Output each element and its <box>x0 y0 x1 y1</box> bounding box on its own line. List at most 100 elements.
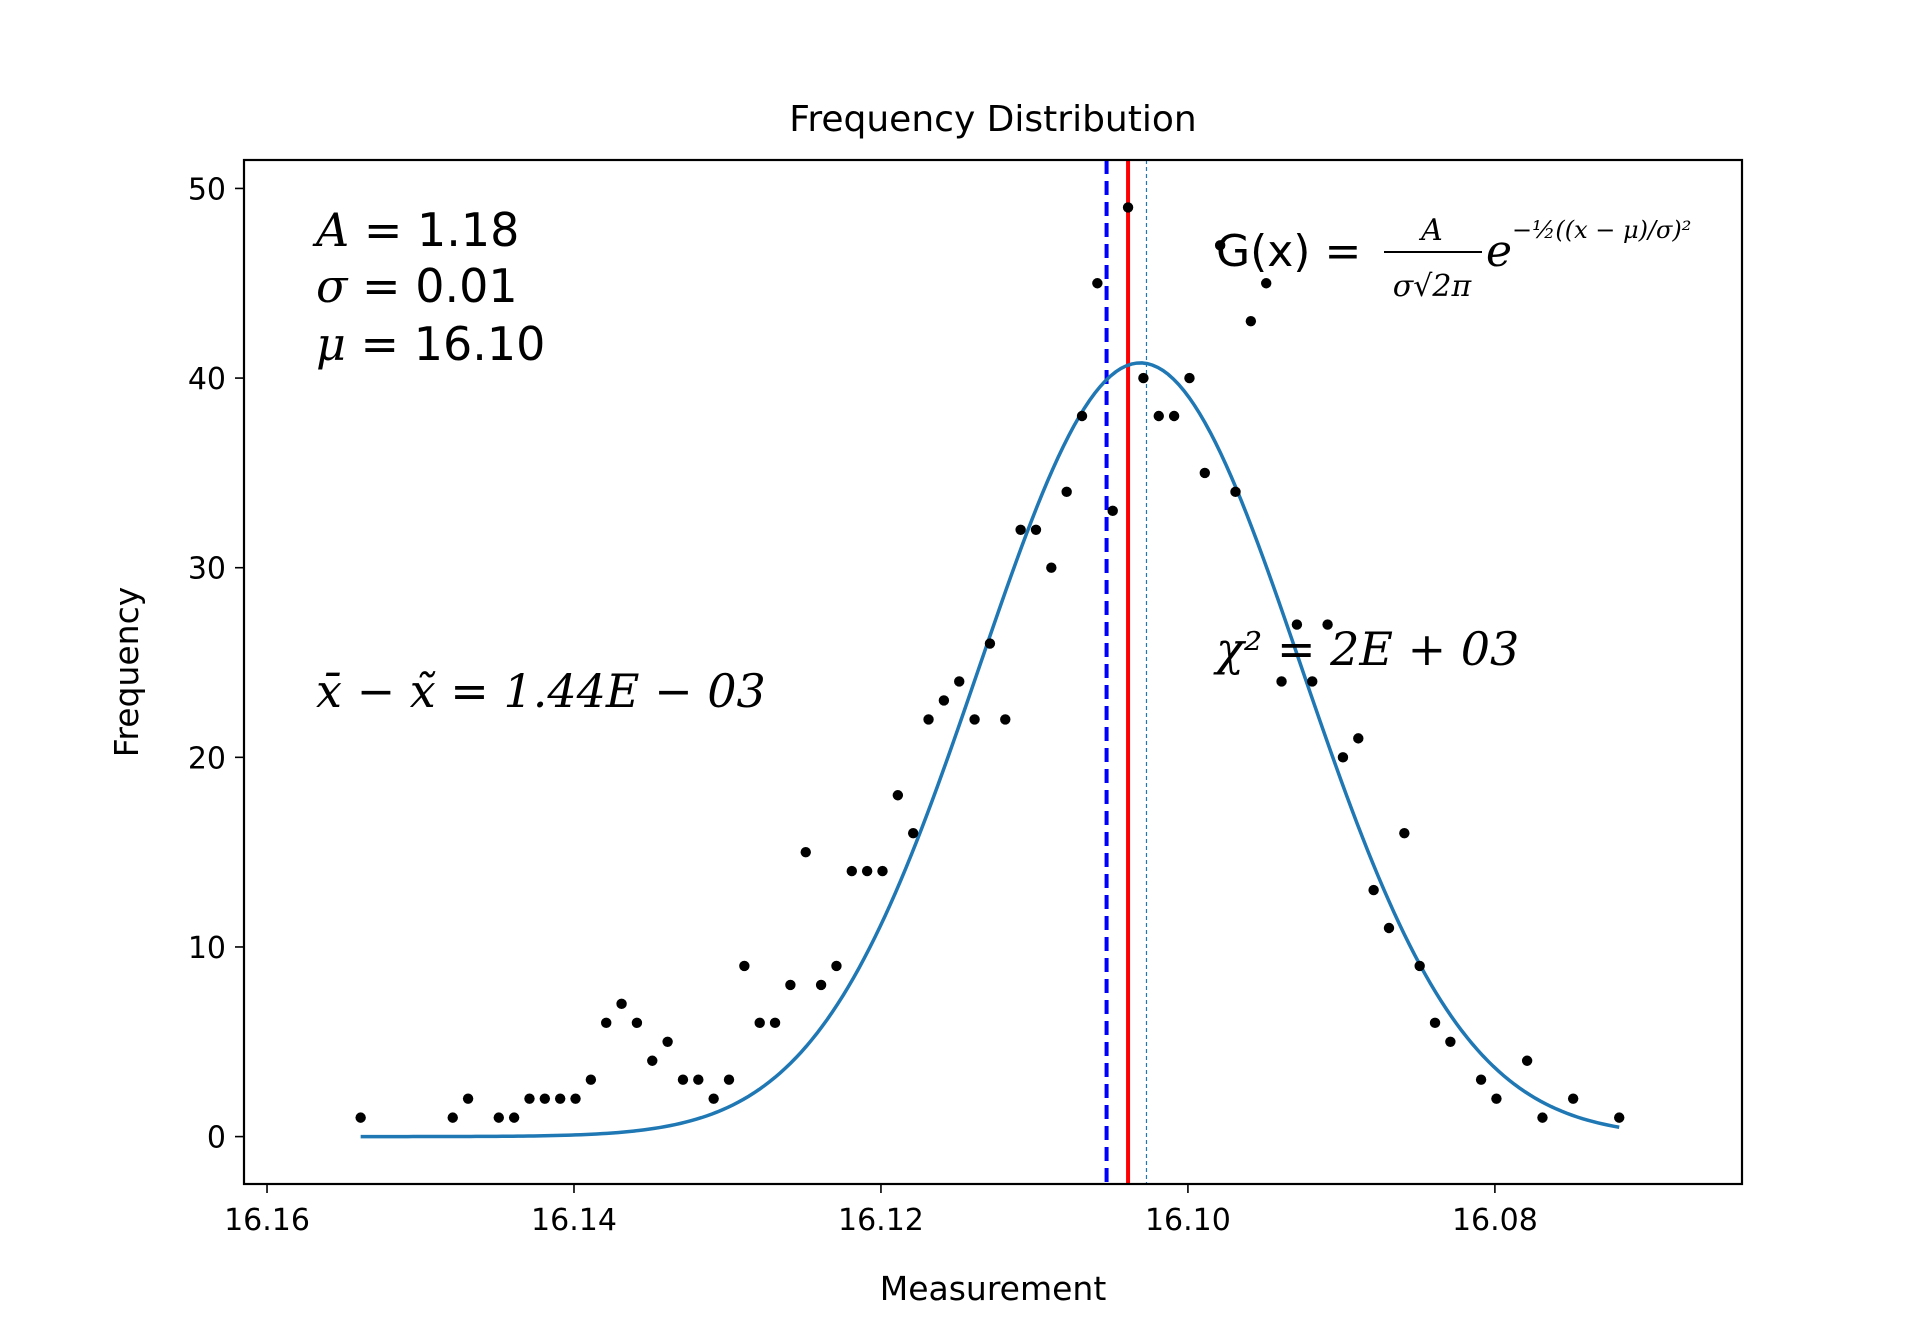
data-point <box>739 960 750 972</box>
data-point <box>1230 486 1241 498</box>
data-point <box>631 1017 643 1029</box>
data-point <box>1015 524 1026 535</box>
data-point <box>693 1074 704 1085</box>
data-point <box>1092 278 1103 289</box>
chart-marks <box>355 160 1625 1184</box>
data-point <box>1107 505 1118 517</box>
data-point <box>800 846 811 858</box>
data-point <box>1138 372 1149 384</box>
data-point <box>1429 1017 1441 1029</box>
data-point <box>984 638 996 649</box>
x-tick-label: 16.08 <box>1452 1203 1538 1238</box>
data-point <box>1184 372 1195 384</box>
data-point <box>1291 619 1303 630</box>
data-point <box>1122 202 1134 213</box>
x-tick-label: 16.14 <box>531 1203 617 1238</box>
data-point <box>1076 410 1088 422</box>
data-point <box>861 865 873 877</box>
data-point <box>462 1093 474 1104</box>
data-point <box>1214 240 1226 251</box>
mean-minus-median-annotation: x̄ − x̃ = 1.44E − 03 <box>316 664 766 718</box>
data-point <box>769 1017 781 1029</box>
data-point <box>1307 676 1318 687</box>
chi-squared-annotation: χ² = 2E + 03 <box>1213 622 1519 676</box>
x-tick-label: 16.10 <box>1145 1203 1231 1238</box>
data-point <box>1614 1112 1625 1123</box>
data-point <box>539 1093 551 1104</box>
amplitude-annotation: A = 1.18 <box>312 203 519 257</box>
y-axis-label: Frequency <box>107 587 146 757</box>
fit-curve <box>360 361 1620 1139</box>
y-tick-label: 40 <box>188 362 226 397</box>
data-point <box>1337 752 1349 763</box>
data-point <box>815 979 827 991</box>
data-point <box>1491 1093 1502 1104</box>
data-point <box>938 695 950 706</box>
data-point <box>831 960 842 972</box>
data-point <box>554 1093 566 1104</box>
data-point <box>1322 619 1333 630</box>
data-point <box>708 1093 719 1104</box>
gaussian-formula: G(x) = A σ√2π e −½((x − μ)/σ)² <box>1216 213 1691 304</box>
svg-text:σ√2π: σ√2π <box>1393 269 1473 304</box>
data-point <box>616 998 627 1010</box>
data-point <box>754 1017 765 1029</box>
data-point <box>1030 524 1042 535</box>
data-point <box>785 979 796 991</box>
y-tick-label: 20 <box>188 741 226 776</box>
data-point <box>969 714 980 725</box>
data-point <box>524 1093 535 1104</box>
sigma-annotation: σ = 0.01 <box>316 259 518 313</box>
y-tick-label: 50 <box>188 172 226 207</box>
data-point <box>1261 278 1272 289</box>
data-point <box>1567 1093 1579 1104</box>
data-point <box>355 1112 366 1123</box>
data-point <box>1046 562 1057 573</box>
axis-ticks: 16.16 16.14 16.12 16.10 16.08 0 10 20 30 40 50 <box>188 172 1538 1238</box>
x-tick-label: 16.16 <box>224 1203 310 1238</box>
data-point <box>585 1074 597 1085</box>
data-point <box>923 714 934 725</box>
data-point <box>677 1074 689 1085</box>
data-point <box>447 1112 458 1123</box>
y-tick-label: 30 <box>188 552 226 587</box>
data-point <box>907 827 919 839</box>
x-tick-label: 16.12 <box>838 1203 924 1238</box>
svg-text:G(x) =: G(x) = <box>1216 226 1361 277</box>
data-point <box>493 1112 504 1123</box>
data-point <box>1199 467 1211 479</box>
data-point <box>954 676 965 687</box>
data-point <box>1061 486 1072 498</box>
data-point <box>1353 733 1364 744</box>
data-point <box>1368 884 1379 896</box>
data-point <box>1414 960 1425 972</box>
data-point <box>892 790 904 801</box>
plot-frame <box>242 158 1744 1186</box>
data-point <box>1276 676 1287 687</box>
x-axis-label: Measurement <box>880 1269 1107 1308</box>
svg-text:−½((x − μ)/σ)²: −½((x − μ)/σ)² <box>1512 216 1691 244</box>
data-point <box>1168 410 1180 422</box>
data-point <box>1000 714 1011 725</box>
data-point <box>1521 1055 1533 1066</box>
data-point <box>1537 1112 1548 1123</box>
data-point <box>601 1017 612 1029</box>
svg-text:A: A <box>1418 213 1443 248</box>
chart-title: Frequency Distribution <box>789 99 1196 140</box>
data-point <box>877 865 888 877</box>
data-point <box>1399 827 1410 839</box>
data-point <box>723 1074 735 1085</box>
data-point <box>846 865 857 877</box>
data-point <box>508 1112 520 1123</box>
y-tick-label: 10 <box>188 931 226 966</box>
data-point <box>647 1055 658 1066</box>
data-point <box>1475 1074 1487 1085</box>
mu-annotation: μ = 16.10 <box>316 317 545 371</box>
data-point <box>662 1036 673 1047</box>
data-point <box>1445 1036 1456 1047</box>
svg-text:e: e <box>1486 226 1512 277</box>
data-point <box>1383 922 1395 934</box>
data-point <box>1153 410 1164 422</box>
